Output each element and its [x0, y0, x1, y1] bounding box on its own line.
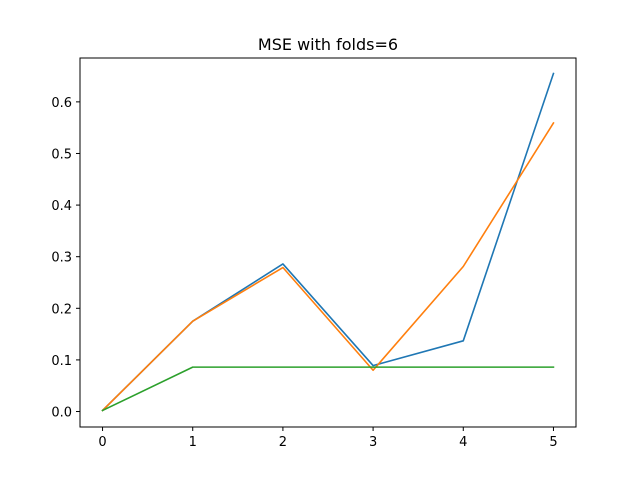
- x-axis-ticks: 0 1 2 3 4 5: [98, 427, 558, 450]
- y-tick-label: 0.6: [51, 96, 72, 111]
- y-tick-label: 0.3: [51, 251, 72, 266]
- x-tick-label: 3: [369, 435, 377, 450]
- series-line-2: [101, 121, 555, 412]
- y-tick-label: 0.5: [51, 147, 72, 162]
- y-tick-label: 0.0: [51, 406, 72, 421]
- x-tick-label: 2: [279, 435, 287, 450]
- y-tick-label: 0.4: [51, 199, 72, 214]
- x-tick-label: 0: [98, 435, 106, 450]
- x-tick-label: 1: [189, 435, 197, 450]
- chart-title: MSE with folds=6: [258, 35, 398, 54]
- series-line-3: [101, 366, 555, 412]
- x-tick-label: 4: [459, 435, 467, 450]
- y-axis-ticks: 0.0 0.1 0.2 0.3 0.4 0.5 0.6: [51, 96, 80, 421]
- series-lines: [101, 72, 555, 412]
- y-tick-label: 0.2: [51, 302, 72, 317]
- x-tick-label: 5: [549, 435, 557, 450]
- y-tick-label: 0.1: [51, 354, 72, 369]
- plot-area-frame: [79, 57, 577, 428]
